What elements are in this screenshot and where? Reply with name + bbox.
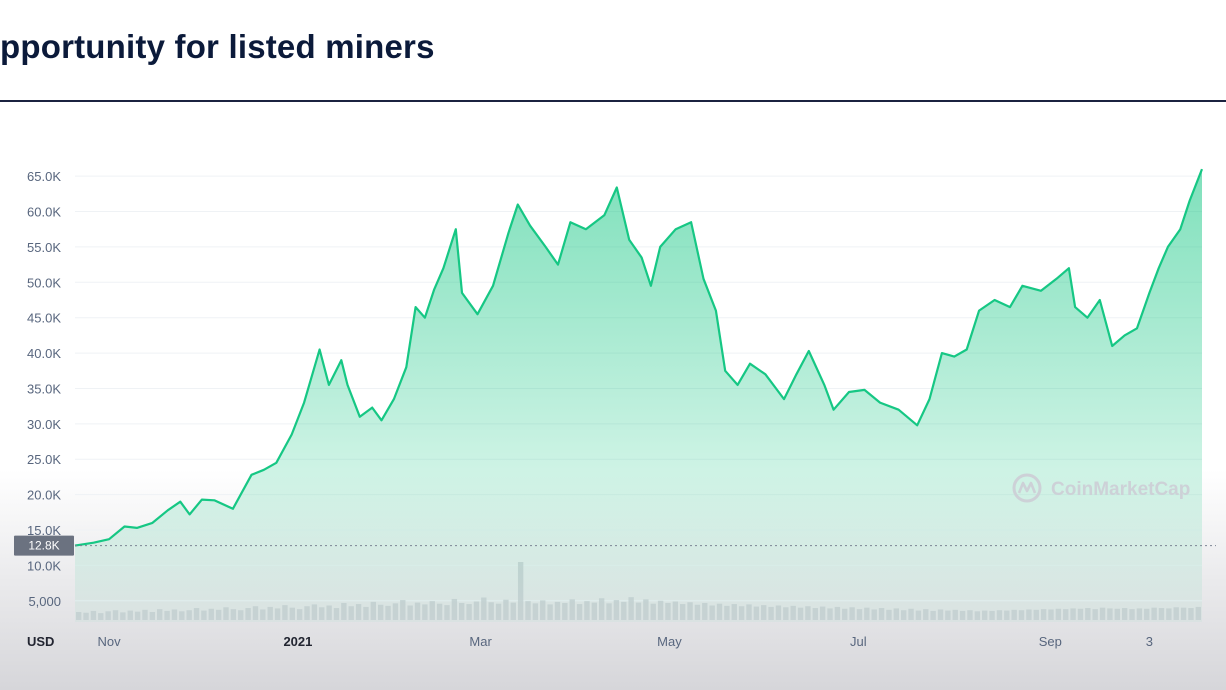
coinmarketcap-logo-mark	[1017, 481, 1037, 494]
watermark-text: CoinMarketCap	[1051, 479, 1190, 500]
y-tick-label: 30.0K	[27, 417, 61, 432]
x-tick-label: Jul	[850, 634, 867, 649]
y-tick-label: 55.0K	[27, 240, 61, 255]
y-tick-label: 40.0K	[27, 346, 61, 361]
y-axis-labels: 5,000 10.0K 15.0K 20.0K 25.0K 30.0K 35.0K 40.0K…	[27, 169, 61, 609]
current-price-label: 12.8K	[28, 539, 59, 553]
y-tick-label: 50.0K	[27, 275, 61, 290]
x-tick-label: Nov	[97, 634, 121, 649]
currency-label: USD	[27, 634, 54, 649]
coinmarketcap-logo-icon	[1012, 473, 1042, 503]
y-tick-label: 45.0K	[27, 311, 61, 326]
y-tick-label: 10.0K	[27, 558, 61, 573]
price-line[interactable]	[74, 168, 1204, 547]
y-tick-label: 20.0K	[27, 488, 61, 503]
x-tick-label: 3	[1146, 634, 1153, 649]
x-tick-label: 2021	[283, 634, 312, 649]
watermark: CoinMarketCap	[1012, 473, 1190, 503]
y-tick-label: 35.0K	[27, 381, 61, 396]
x-tick-label: May	[657, 634, 682, 649]
y-tick-label: 65.0K	[27, 169, 61, 184]
price-chart[interactable]: 12.8K 5,000 10.0K 15.0K 20.0K 25.0K 30.0K 35.0…	[0, 140, 1226, 670]
y-tick-label: 60.0K	[27, 205, 61, 220]
title-divider	[0, 100, 1226, 102]
y-tick-label: 15.0K	[27, 523, 61, 538]
x-tick-label: Sep	[1039, 634, 1062, 649]
y-tick-label: 25.0K	[27, 452, 61, 467]
x-tick-label: Mar	[469, 634, 492, 649]
current-price-tag: 12.8K	[14, 535, 74, 556]
slide-title: pportunity for listed miners	[0, 28, 435, 65]
x-axis-labels: Nov 2021 Mar May Jul Sep 3	[97, 634, 1152, 649]
price-area-fill	[75, 169, 1202, 622]
y-tick-label: 5,000	[28, 594, 61, 609]
